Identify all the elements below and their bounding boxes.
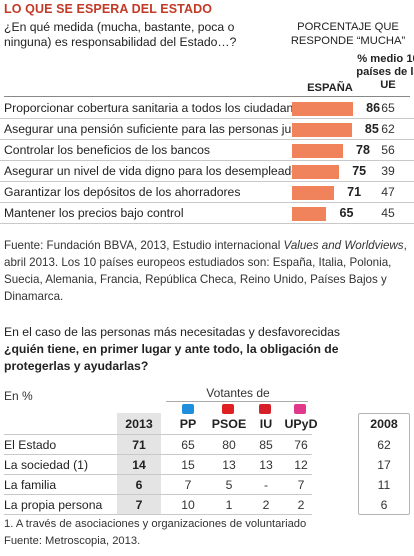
- espana-value-label: 78: [356, 143, 370, 157]
- table-row-label: El Estado: [4, 438, 57, 452]
- table-cell: 1: [225, 498, 233, 512]
- column-header-ue: % medio 10 países de la UE: [356, 53, 414, 91]
- table-cell: 6: [135, 478, 143, 492]
- chart-title: LO QUE SE ESPERA DEL ESTADO: [4, 2, 213, 16]
- table-cell-2008: 17: [377, 458, 391, 472]
- psoe-logo-icon: [222, 404, 234, 414]
- table-row: El Estado 71 65 80 85 76: [0, 435, 360, 455]
- table-cell: 2: [297, 498, 305, 512]
- espana-bar: [292, 186, 335, 200]
- espana-bar: [292, 207, 327, 221]
- table-divider: [4, 434, 312, 435]
- table-cell: 13: [222, 458, 236, 472]
- table-cell-2008: 6: [380, 498, 388, 512]
- espana-value-label: 65: [339, 206, 354, 220]
- table-cell: 7: [184, 478, 192, 492]
- table-divider: [4, 494, 312, 495]
- source-text-tail: , abril 2013. Los 10 países europeos est…: [4, 239, 407, 303]
- th-iu: IU: [259, 417, 273, 431]
- table-source: Fuente: Metroscopia, 2013.: [4, 535, 141, 547]
- bar-row: Asegurar un nivel de vida digno para los…: [0, 161, 414, 182]
- table-row-label: La sociedad (1): [4, 458, 89, 472]
- table-cell: 13: [259, 458, 273, 472]
- bar-category-label: Mantener los precios bajo control: [4, 206, 184, 220]
- espana-bar: [292, 144, 343, 158]
- table-row: La propia persona 7 10 1 2 2: [0, 495, 360, 515]
- table-cell: 2: [262, 498, 270, 512]
- bar-category-label: Asegurar una pensión suficiente para las…: [4, 122, 330, 136]
- ue-value-label: 45: [381, 206, 395, 220]
- table-cell: 10: [181, 498, 195, 512]
- table-cell: -: [263, 478, 269, 492]
- espana-value-label: 85: [364, 122, 379, 136]
- bar-row: Proporcionar cobertura sanitaria a todos…: [0, 98, 414, 119]
- bar-category-label: Proporcionar cobertura sanitaria a todos…: [4, 101, 307, 115]
- table-divider: [4, 514, 312, 515]
- column-2008-box: [358, 413, 410, 515]
- ue-value-label: 56: [381, 143, 395, 157]
- espana-value-label: 75: [352, 164, 367, 178]
- ue-value-label: 65: [381, 101, 395, 115]
- table-cell: 14: [132, 458, 146, 472]
- table-divider: [4, 454, 312, 455]
- th-pp: PP: [179, 417, 197, 431]
- bar-chart-source: Fuente: Fundación BBVA, 2013, Estudio in…: [4, 237, 408, 305]
- table-cell: 80: [222, 438, 236, 452]
- table-intro: En el caso de las personas más necesitad…: [4, 325, 341, 339]
- table-question-bold: ¿quién tiene, en primer lugar y ante tod…: [4, 342, 339, 373]
- espana-bar: [292, 102, 354, 116]
- percentage-header: PORCENTAJE QUE RESPONDE “MUCHA”: [290, 21, 406, 47]
- espana-bar: [292, 123, 352, 137]
- ue-value-label: 39: [381, 164, 395, 178]
- table-row-label: La familia: [4, 478, 57, 492]
- th-2008: 2008: [370, 417, 398, 431]
- bar-category-label: Controlar los beneficios de los bancos: [4, 143, 210, 157]
- header-divider: [4, 96, 410, 97]
- table-row: La familia 6 7 5 - 7: [0, 475, 360, 495]
- pp-logo-icon: [182, 404, 194, 414]
- table-cell: 71: [132, 438, 146, 452]
- th-psoe: PSOE: [211, 417, 247, 431]
- table-cell: 15: [181, 458, 195, 472]
- source-text: Fuente: Fundación BBVA, 2013, Estudio in…: [4, 239, 284, 252]
- iu-logo-icon: [259, 404, 271, 414]
- column-2013-highlight: [117, 413, 161, 515]
- ue-value-label: 62: [381, 122, 395, 136]
- table-cell-2008: 11: [377, 478, 391, 492]
- ue-value-label: 47: [381, 185, 395, 199]
- espana-value-label: 71: [347, 185, 362, 199]
- table-cell: 5: [225, 478, 233, 492]
- table-cell: 85: [259, 438, 273, 452]
- table-cell: 12: [294, 458, 308, 472]
- table-divider: [4, 474, 312, 475]
- bar-category-label: Garantizar los depósitos de los ahorrado…: [4, 185, 241, 199]
- table-cell: 65: [181, 438, 195, 452]
- bar-row: Garantizar los depósitos de los ahorrado…: [0, 182, 414, 203]
- bar-category-label: Asegurar un nivel de vida digno para los…: [4, 164, 305, 178]
- unit-label: En %: [4, 389, 33, 403]
- table-cell-2008: 62: [377, 438, 391, 452]
- espana-value-label: 86: [366, 101, 381, 115]
- upyd-logo-icon: [294, 404, 306, 414]
- th-upyd: UPyD: [284, 417, 318, 431]
- table-row-label: La propia persona: [4, 498, 103, 512]
- table-question: En el caso de las personas más necesitad…: [4, 324, 408, 375]
- table-cell: 7: [297, 478, 305, 492]
- th-2013: 2013: [125, 417, 153, 431]
- bar-row: Asegurar una pensión suficiente para las…: [0, 119, 414, 140]
- bar-chart-question: ¿En qué medida (mucha, bastante, poca o …: [4, 20, 237, 49]
- bar-row: Controlar los beneficios de los bancos 78…: [0, 140, 414, 161]
- votantes-divider: [166, 401, 308, 402]
- table-row: La sociedad (1) 14 15 13 13 12: [0, 455, 360, 475]
- table-cell: 76: [294, 438, 308, 452]
- votantes-label: Votantes de: [206, 386, 270, 400]
- study-name: Values and Worldviews: [283, 239, 404, 252]
- footnote: 1. A través de asociaciones y organizaci…: [4, 518, 307, 530]
- bar-row: Mantener los precios bajo control 65 45: [0, 203, 414, 224]
- espana-bar: [292, 165, 340, 179]
- column-header-espana: ESPAÑA: [307, 82, 353, 94]
- table-cell: 7: [135, 498, 143, 512]
